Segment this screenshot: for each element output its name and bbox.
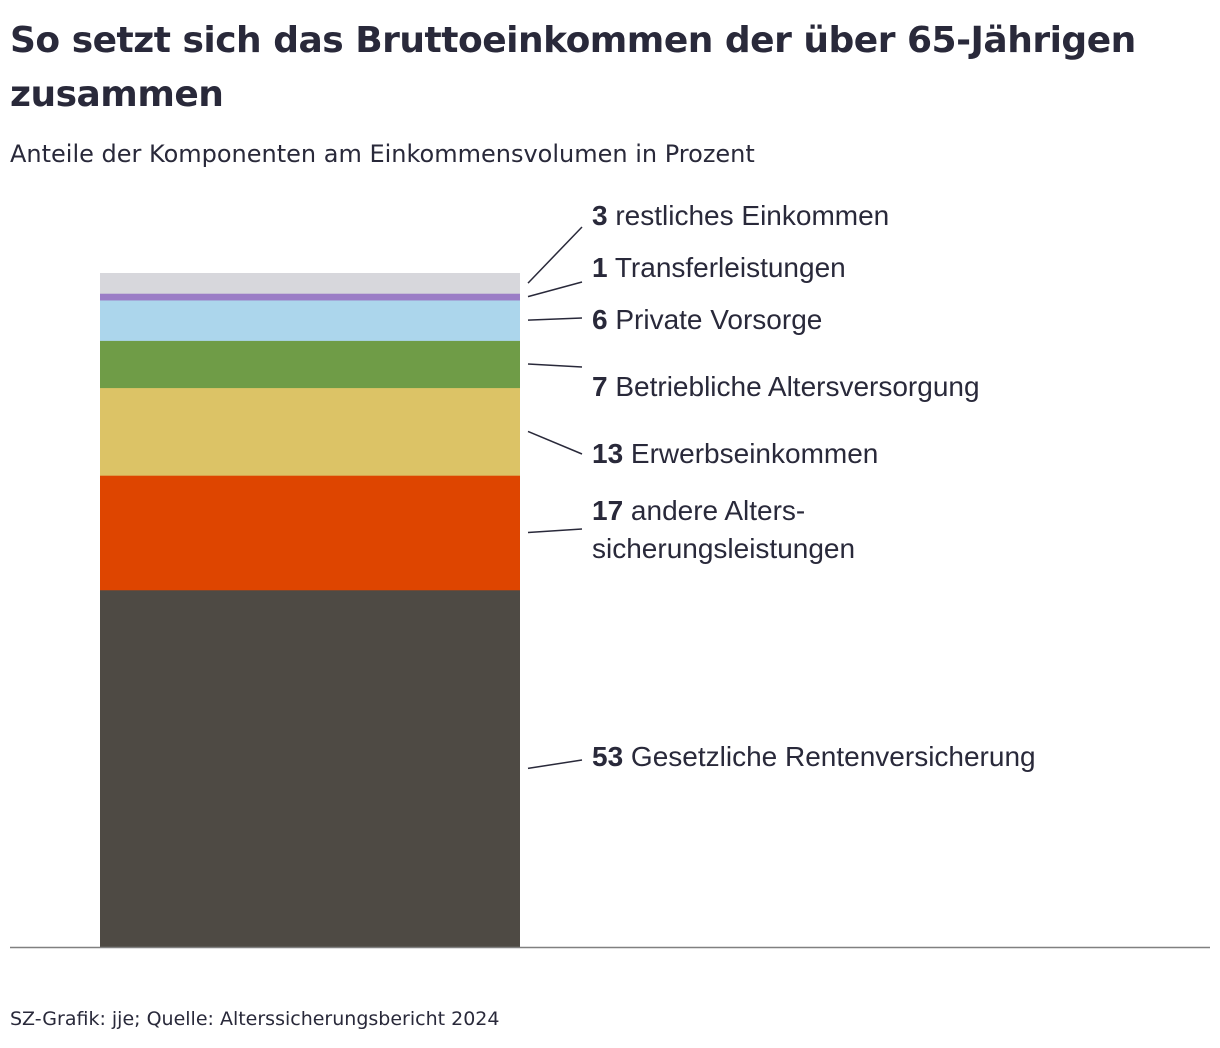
- series-name-segment-7: restliches Einkommen: [608, 200, 890, 231]
- leader-line-segment-7: [527, 226, 583, 284]
- value-label-segment-1: 53: [592, 741, 623, 772]
- series-name-segment-5: Private Vorsorge: [608, 304, 823, 335]
- value-label-segment-4: 7: [592, 371, 608, 402]
- chart-subtitle: Anteile der Komponenten am Einkommensvol…: [10, 140, 755, 168]
- label-segment-4: 7 Betriebliche Altersversorgung: [592, 371, 980, 402]
- series-name-segment-2: andere Alters-: [623, 495, 805, 526]
- value-label-segment-6: 1: [592, 252, 608, 283]
- label-segment-2-line-2: sicherungsleistungen: [592, 533, 855, 564]
- leader-line-segment-4: [527, 363, 583, 368]
- label-segment-1: 53 Gesetzliche Rentenversicherung: [592, 741, 1036, 772]
- source-note: SZ-Grafik: jje; Quelle: Alterssicherungs…: [10, 1008, 500, 1030]
- series-name-segment-3: Erwerbseinkommen: [623, 438, 878, 469]
- leader-line-segment-2: [527, 528, 583, 534]
- bar-segment-7: [100, 273, 520, 294]
- leader-line-segment-1: [527, 759, 583, 770]
- leader-line-segment-6: [527, 281, 583, 298]
- bar-segment-2: [100, 475, 520, 591]
- bar-segment-1: [100, 589, 520, 948]
- leader-lines: [527, 226, 583, 770]
- label-segment-2: 17 andere Alters-: [592, 495, 805, 526]
- series-name-segment-4: Betriebliche Altersversorgung: [608, 371, 980, 402]
- series-name-segment-6: Transferleistungen: [608, 252, 846, 283]
- label-segment-3: 13 Erwerbseinkommen: [592, 438, 878, 469]
- value-label-segment-7: 3: [592, 200, 608, 231]
- value-label-segment-5: 6: [592, 304, 608, 335]
- label-segment-7: 3 restliches Einkommen: [592, 200, 889, 231]
- bar-segment-3: [100, 387, 520, 476]
- bar-segment-4: [100, 340, 520, 389]
- value-label-segment-3: 13: [592, 438, 623, 469]
- bar-segment-5: [100, 299, 520, 341]
- series-name-segment-1: Gesetzliche Rentenversicherung: [623, 741, 1035, 772]
- label-segment-5: 6 Private Vorsorge: [592, 304, 822, 335]
- leader-line-segment-3: [527, 430, 583, 455]
- bar-segments: [100, 273, 520, 948]
- leader-line-segment-5: [527, 317, 583, 321]
- value-label-segment-2: 17: [592, 495, 623, 526]
- chart-title: So setzt sich das Bruttoeinkommen der üb…: [10, 20, 1136, 115]
- label-segment-6: 1 Transferleistungen: [592, 252, 846, 283]
- bar-segment-6: [100, 293, 520, 301]
